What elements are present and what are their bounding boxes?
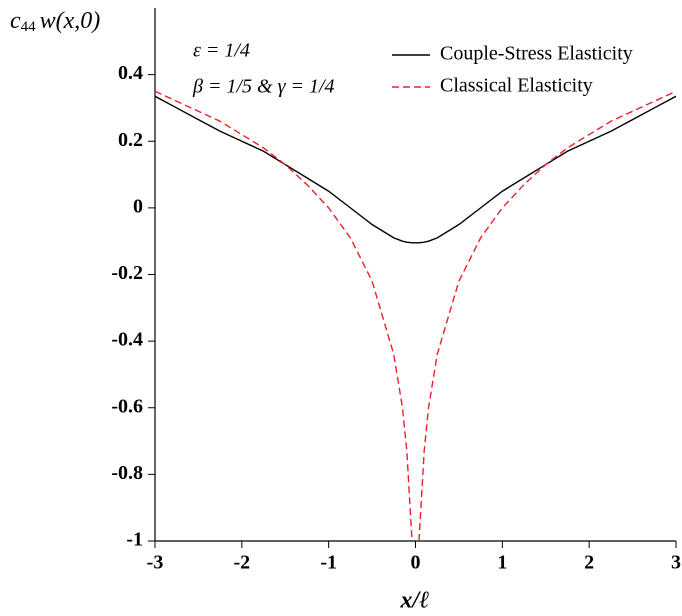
x-tick-label: 1	[497, 552, 507, 574]
x-axis-label: x/ℓ	[400, 588, 430, 614]
x-tick-label: 2	[584, 552, 594, 574]
series-line	[155, 95, 676, 244]
y-axis-label: c44 w(x,0)	[10, 8, 100, 36]
legend-label: Classical Elasticity	[440, 75, 593, 97]
plot-area	[155, 90, 676, 541]
y-tick-label: -0.2	[111, 262, 143, 284]
x-tick-label: -2	[233, 552, 250, 574]
x-tick-label: 0	[411, 552, 421, 574]
x-tick-label: -3	[147, 552, 164, 574]
y-tick-label: 0.4	[118, 62, 143, 84]
y-tick-label: -0.8	[111, 462, 143, 484]
annotation: β = 1/5 & γ = 1/4	[192, 76, 335, 98]
x-tick-label: 3	[671, 552, 681, 574]
y-tick-label: -0.6	[111, 395, 143, 417]
y-tick-label: 0	[133, 195, 143, 217]
y-tick-label: -1	[126, 529, 143, 551]
legend-label: Couple-Stress Elasticity	[440, 43, 633, 65]
y-tick-label: 0.2	[118, 129, 143, 151]
annotation: ε = 1/4	[193, 40, 250, 62]
y-label-part: w(x,0)	[40, 8, 101, 34]
x-tick-label: -1	[320, 552, 337, 574]
y-label-part: c	[10, 8, 21, 34]
y-tick-label: -0.4	[111, 329, 143, 351]
series-line	[155, 90, 676, 541]
y-label-sub: 44	[21, 19, 37, 35]
